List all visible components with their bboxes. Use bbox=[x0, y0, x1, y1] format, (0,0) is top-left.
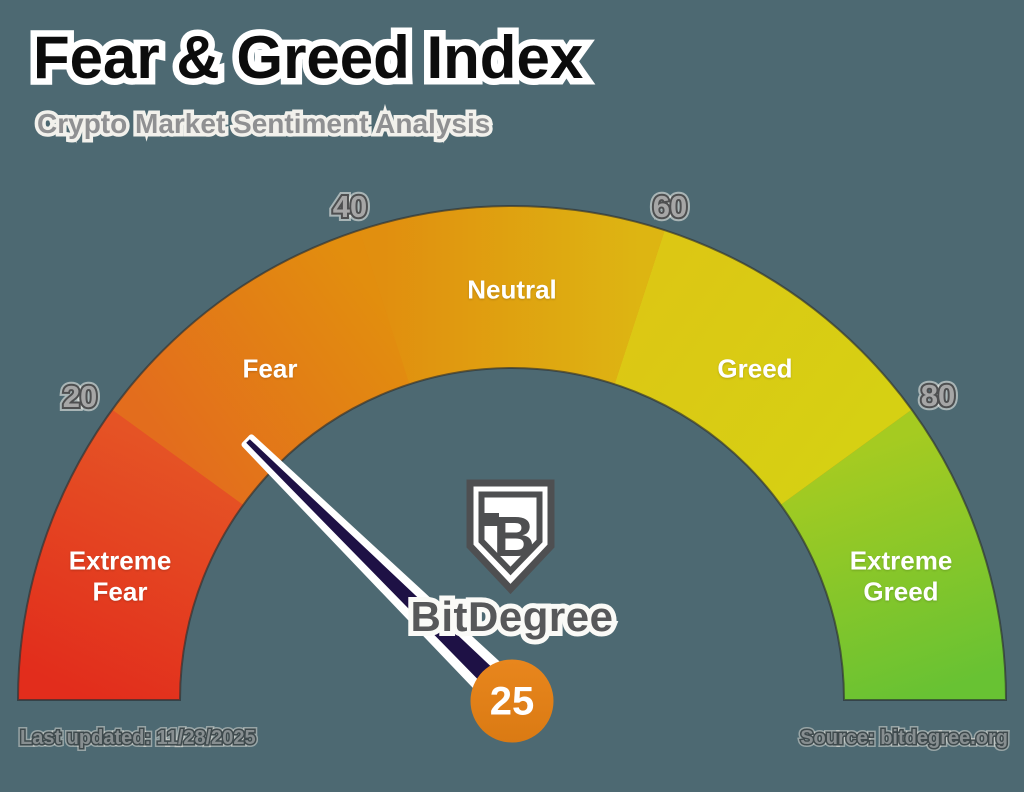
page-title-outline: Fear & Greed Index bbox=[26, 20, 589, 96]
last-updated-glow: Last updated: 11/28/2025 bbox=[17, 724, 259, 752]
tick-20-glow: 20 bbox=[59, 375, 102, 418]
gauge-segment-greed bbox=[614, 230, 912, 505]
bitdegree-wordmark-text: BitDegree bbox=[410, 593, 614, 640]
tick-80-label: 80 bbox=[920, 378, 956, 413]
page-title-text: Fear & Greed Index bbox=[33, 24, 584, 91]
zone-label-greed: Greed bbox=[717, 353, 793, 384]
page-title: Fear & Greed Index Fear & Greed Index bbox=[26, 20, 589, 96]
tick-80-outline: 80 bbox=[919, 376, 958, 415]
tick-20-outline: 20 bbox=[61, 377, 100, 416]
gauge-value-badge bbox=[470, 659, 554, 743]
gauge-value: 25 bbox=[490, 680, 535, 725]
tick-80: 80 80 80 bbox=[917, 374, 960, 417]
source-outline: Source: bitdegree.org bbox=[799, 726, 1010, 751]
page-subtitle-text: Crypto Market Sentiment Analysis bbox=[37, 108, 491, 139]
source-text: Source: bitdegree.org bbox=[800, 727, 1008, 749]
last-updated-note: Last updated: 11/28/2025 Last updated: 1… bbox=[17, 724, 259, 752]
tick-40: 40 40 40 bbox=[329, 185, 372, 228]
gauge-needle bbox=[241, 434, 527, 716]
source-note: Source: bitdegree.org Source: bitdegree.… bbox=[797, 724, 1011, 752]
gauge-needle-core bbox=[246, 439, 519, 708]
tick-80-glow: 80 bbox=[917, 374, 960, 417]
tick-20-label: 20 bbox=[62, 379, 98, 414]
source-glow: Source: bitdegree.org bbox=[797, 724, 1011, 752]
zone-label-neutral: Neutral bbox=[467, 274, 557, 305]
zone-label-extreme-fear: Extreme Fear bbox=[68, 545, 172, 606]
bitdegree-shield-b-icon: B bbox=[466, 479, 555, 595]
last-updated-text: Last updated: 11/28/2025 bbox=[20, 727, 256, 749]
tick-60-glow: 60 bbox=[649, 185, 692, 228]
gauge-segment-neutral bbox=[359, 206, 665, 385]
last-updated-outline: Last updated: 11/28/2025 bbox=[19, 726, 258, 751]
tick-20: 20 20 20 bbox=[59, 375, 102, 418]
bitdegree-wordmark: BitDegree BitDegree bbox=[406, 588, 618, 645]
gauge-segment-fear bbox=[112, 230, 410, 505]
page-subtitle-outline: Crypto Market Sentiment Analysis bbox=[33, 105, 493, 143]
logo-letter: B bbox=[493, 505, 534, 569]
gauge-value-text: 25 bbox=[489, 679, 535, 724]
bitdegree-wordmark-outline: BitDegree bbox=[406, 588, 618, 645]
tick-40-glow: 40 bbox=[329, 185, 372, 228]
tick-60-outline: 60 bbox=[651, 187, 690, 226]
zone-label-fear: Fear bbox=[242, 353, 298, 384]
tick-60-label: 60 bbox=[652, 189, 688, 224]
zone-label-extreme-greed: Extreme Greed bbox=[849, 545, 953, 606]
tick-40-label: 40 bbox=[332, 189, 368, 224]
tick-60: 60 60 60 bbox=[649, 185, 692, 228]
gauge-ring-outline bbox=[16, 205, 1008, 701]
tick-40-outline: 40 bbox=[331, 187, 370, 226]
page-subtitle: Crypto Market Sentiment Analysis Crypto … bbox=[33, 105, 493, 143]
